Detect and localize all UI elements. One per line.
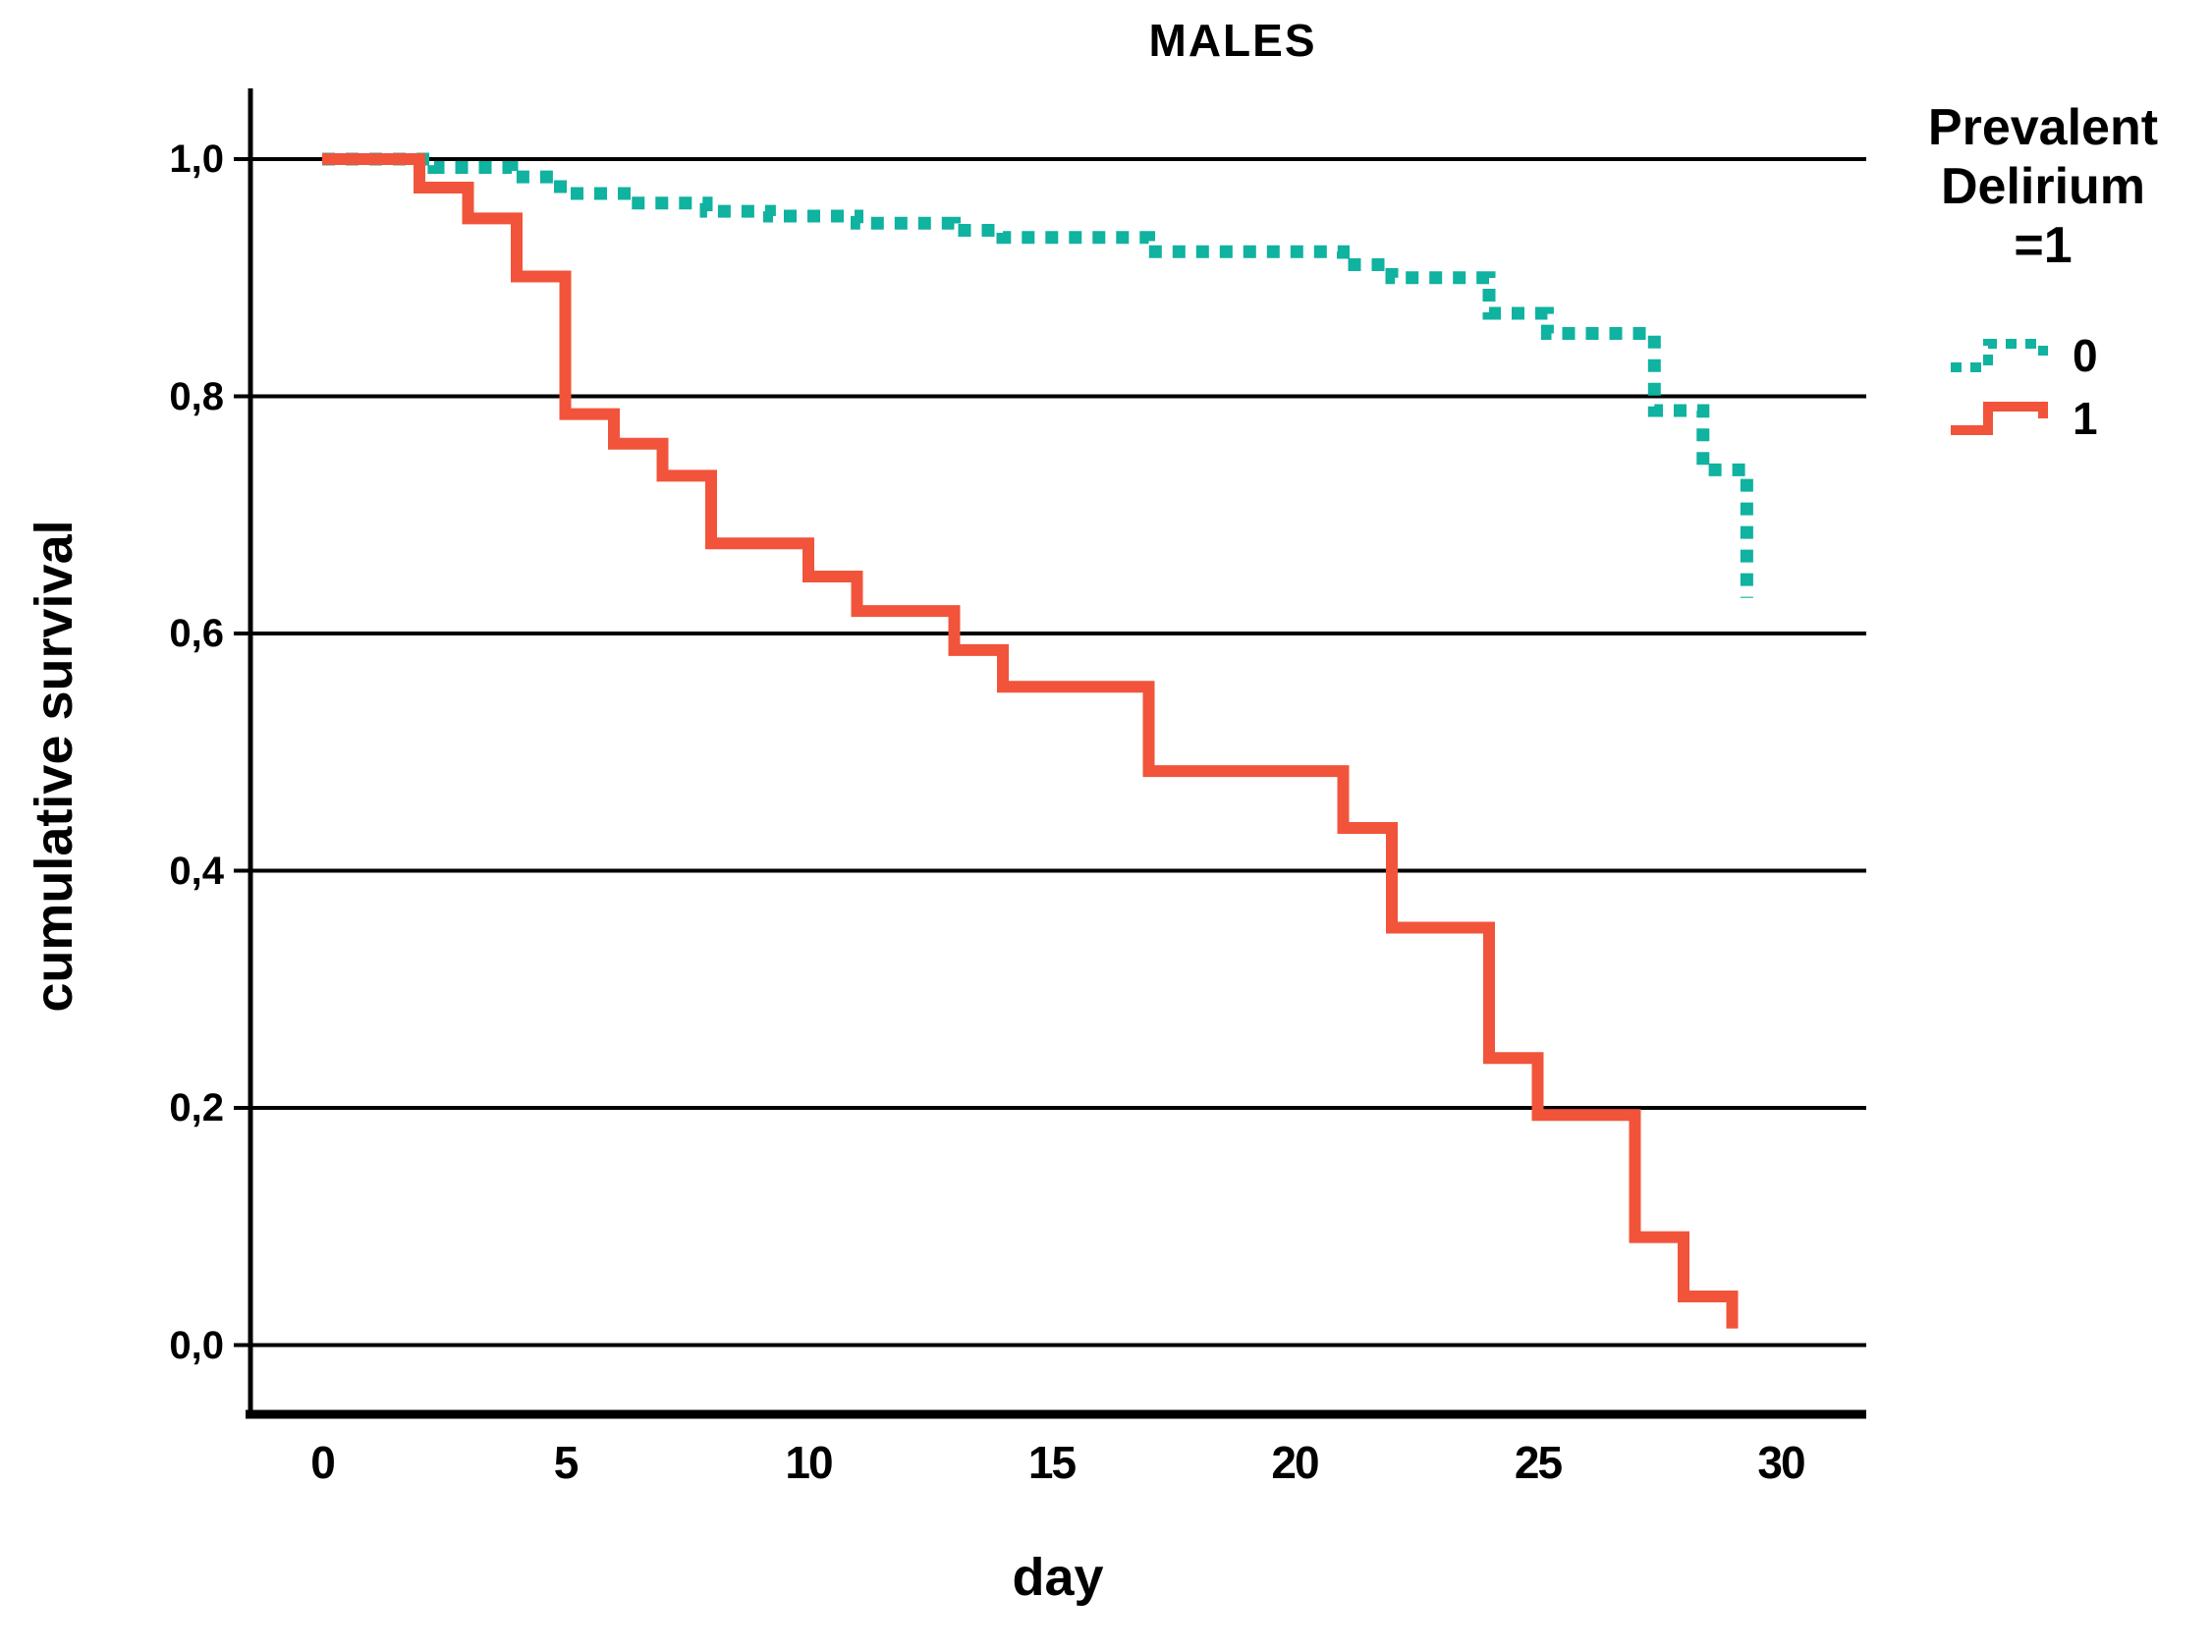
y-tick-label-1,0: 1,0	[169, 138, 224, 181]
legend-item-0: 0	[1945, 332, 2210, 379]
legend-title-line3: =1	[2014, 217, 2073, 274]
x-tick-label-10: 10	[785, 1437, 833, 1488]
y-tick-label-0,2: 0,2	[169, 1086, 224, 1129]
y-tick-label-0,8: 0,8	[169, 374, 224, 418]
y-tick-label-0,6: 0,6	[169, 612, 224, 655]
x-tick-label-20: 20	[1271, 1437, 1319, 1488]
x-tick-label-0: 0	[310, 1437, 336, 1488]
y-tick-label-0,0: 0,0	[169, 1323, 224, 1367]
legend-title-line2: Delirium	[1940, 158, 2146, 215]
legend-title-line1: Prevalent	[1927, 99, 2159, 156]
legend-item-1-label: 1	[2073, 393, 2098, 444]
survival-curve-group-0	[322, 152, 1753, 598]
legend: Prevalent Delirium =1 0 1	[1886, 98, 2210, 442]
y-tick-label-0,4: 0,4	[169, 849, 224, 893]
x-tick-label-5: 5	[553, 1437, 580, 1488]
legend-item-0-label: 0	[2073, 330, 2098, 381]
x-tick-label-15: 15	[1027, 1437, 1077, 1488]
x-tick-label-25: 25	[1514, 1437, 1563, 1488]
solid-step-line-icon	[1951, 402, 2048, 435]
survival-curve-group-1	[322, 153, 1739, 1329]
dashed-step-line-icon	[1951, 339, 2048, 372]
y-axis-title: cumulative survival	[25, 520, 83, 1013]
legend-item-1: 1	[1945, 395, 2210, 442]
x-tick-label-30: 30	[1757, 1437, 1805, 1488]
x-axis-title: day	[1012, 1548, 1104, 1607]
chart-title: MALES	[1148, 15, 1317, 66]
legend-title: Prevalent Delirium =1	[1886, 98, 2200, 275]
